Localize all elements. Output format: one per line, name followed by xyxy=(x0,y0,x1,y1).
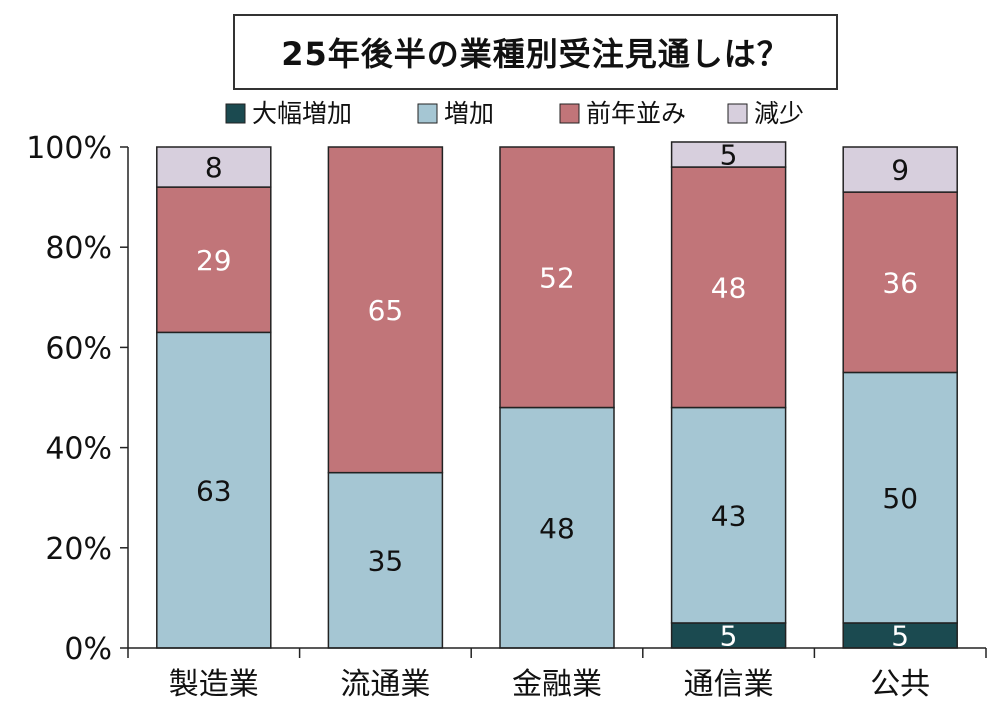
legend-item: 増加 xyxy=(417,99,494,128)
legend-swatch xyxy=(559,103,580,124)
y-tick-label: 80% xyxy=(45,231,112,266)
bar-group: 35 65 xyxy=(327,146,444,649)
bar-value-label: 29 xyxy=(196,244,232,277)
bar-segment xyxy=(499,146,615,409)
legend-label: 増加 xyxy=(444,99,494,128)
legend-swatch xyxy=(417,103,438,124)
bar-segment xyxy=(670,141,787,168)
bar-segment xyxy=(156,186,272,334)
y-axis: 0% 20% 40% 60% 80% 100% xyxy=(26,131,129,667)
bar-value-label: 35 xyxy=(368,544,404,577)
y-tick-label: 20% xyxy=(45,532,112,567)
bar-segment xyxy=(670,406,787,624)
bar-value-label: 36 xyxy=(882,266,918,299)
bars: 63 29 8 35 65 48 52 5 43 48 5 5 50 36 9 xyxy=(156,139,958,653)
legend-label: 減少 xyxy=(754,99,804,128)
bar-value-label: 5 xyxy=(891,620,909,653)
bar-value-label: 43 xyxy=(711,499,747,532)
x-axis: 製造業 流通業 金融業 通信業 公共 xyxy=(127,647,987,702)
bar-segment xyxy=(327,146,444,474)
legend-swatch xyxy=(225,103,246,124)
bar-value-label: 8 xyxy=(205,151,223,184)
y-tick-label: 40% xyxy=(45,432,112,467)
legend-label: 前年並み xyxy=(586,99,686,128)
bar-segment xyxy=(670,166,787,409)
legend-item: 減少 xyxy=(727,99,804,128)
bar-segment xyxy=(156,146,272,188)
bar-value-label: 48 xyxy=(711,271,747,304)
bar-value-label: 63 xyxy=(196,474,232,507)
bar-segment xyxy=(156,331,272,649)
y-tick-label: 60% xyxy=(45,331,112,366)
bar-segment xyxy=(842,622,958,649)
x-tick-label: 流通業 xyxy=(340,667,430,702)
x-tick-label: 製造業 xyxy=(169,667,259,702)
bar-group: 63 29 8 xyxy=(156,146,272,649)
bar-value-label: 50 xyxy=(882,482,918,515)
bar-group: 48 52 xyxy=(499,146,615,649)
bar-value-label: 48 xyxy=(539,512,575,545)
bar-group: 5 50 36 9 xyxy=(842,146,958,653)
bar-group: 5 43 48 5 xyxy=(670,139,787,653)
y-tick-label: 0% xyxy=(64,632,112,667)
legend-item: 大幅増加 xyxy=(225,99,352,128)
legend-item: 前年並み xyxy=(559,99,686,128)
legend-swatch xyxy=(727,103,748,124)
x-tick-label: 公共 xyxy=(870,667,930,702)
bar-value-label: 52 xyxy=(539,261,575,294)
bar-segment xyxy=(842,146,958,193)
bar-segment xyxy=(842,191,958,374)
chart-title: 25年後半の業種別受注見通しは？ xyxy=(281,35,790,73)
bar-value-label: 5 xyxy=(720,620,738,653)
bar-segment xyxy=(499,406,615,649)
y-tick-label: 100% xyxy=(26,131,112,166)
bar-segment xyxy=(842,371,958,624)
bar-value-label: 9 xyxy=(891,154,909,187)
bar-segment xyxy=(670,622,787,649)
bar-value-label: 65 xyxy=(368,294,404,327)
bar-value-label: 5 xyxy=(720,139,738,172)
x-tick-label: 通信業 xyxy=(684,667,774,702)
x-tick-label: 金融業 xyxy=(512,667,602,702)
legend: 大幅増加 増加 前年並み 減少 xyxy=(225,99,804,128)
bar-segment xyxy=(327,471,444,649)
legend-label: 大幅増加 xyxy=(252,99,352,128)
chart-title-box: 25年後半の業種別受注見通しは？ xyxy=(233,14,838,90)
